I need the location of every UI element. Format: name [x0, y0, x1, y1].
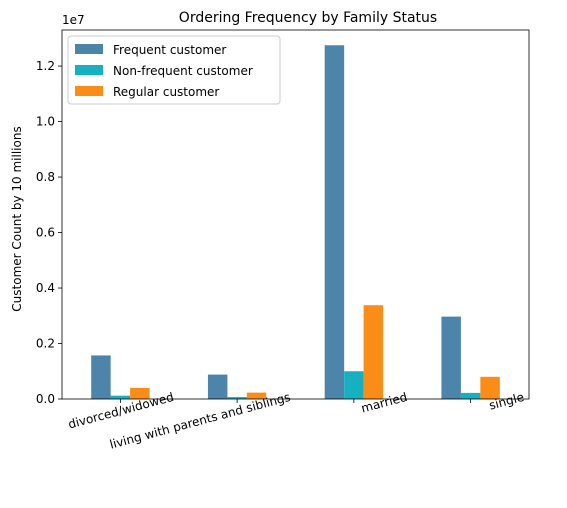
y-axis-label: Customer Count by 10 millions — [10, 126, 24, 311]
bar — [130, 387, 150, 399]
y-tick-label: 0.8 — [36, 170, 55, 184]
y-tick-label: 0.4 — [36, 281, 55, 295]
bar — [480, 376, 500, 399]
legend-box — [67, 35, 281, 105]
legend: Frequent customer Non-frequent customer Re… — [67, 35, 281, 105]
legend-swatch — [75, 86, 103, 96]
y-tick-label: 1.0 — [36, 115, 55, 129]
bar — [460, 392, 481, 399]
bar — [110, 395, 131, 399]
bar — [441, 316, 461, 399]
bar — [227, 397, 247, 399]
legend-label: Non-frequent customer — [113, 64, 253, 78]
y-tick-label: 0.0 — [36, 392, 55, 406]
legend-label: Frequent customer — [113, 43, 226, 57]
axes-frame — [61, 29, 530, 400]
y-tick-label: 0.2 — [36, 337, 55, 351]
legend-swatch — [75, 44, 103, 54]
y-tick-label: 1.2 — [36, 59, 55, 73]
y-axis-scale-note: 1e7 — [62, 13, 85, 27]
bar — [91, 355, 111, 399]
legend-label: Regular customer — [113, 85, 219, 99]
bar — [246, 392, 267, 399]
chart-title: Ordering Frequency by Family Status — [179, 10, 437, 26]
legend-swatch — [75, 65, 103, 75]
bar — [344, 371, 364, 399]
y-tick-label: 0.6 — [36, 226, 55, 240]
bar — [363, 305, 384, 399]
bar — [207, 374, 228, 399]
bar — [324, 45, 345, 399]
